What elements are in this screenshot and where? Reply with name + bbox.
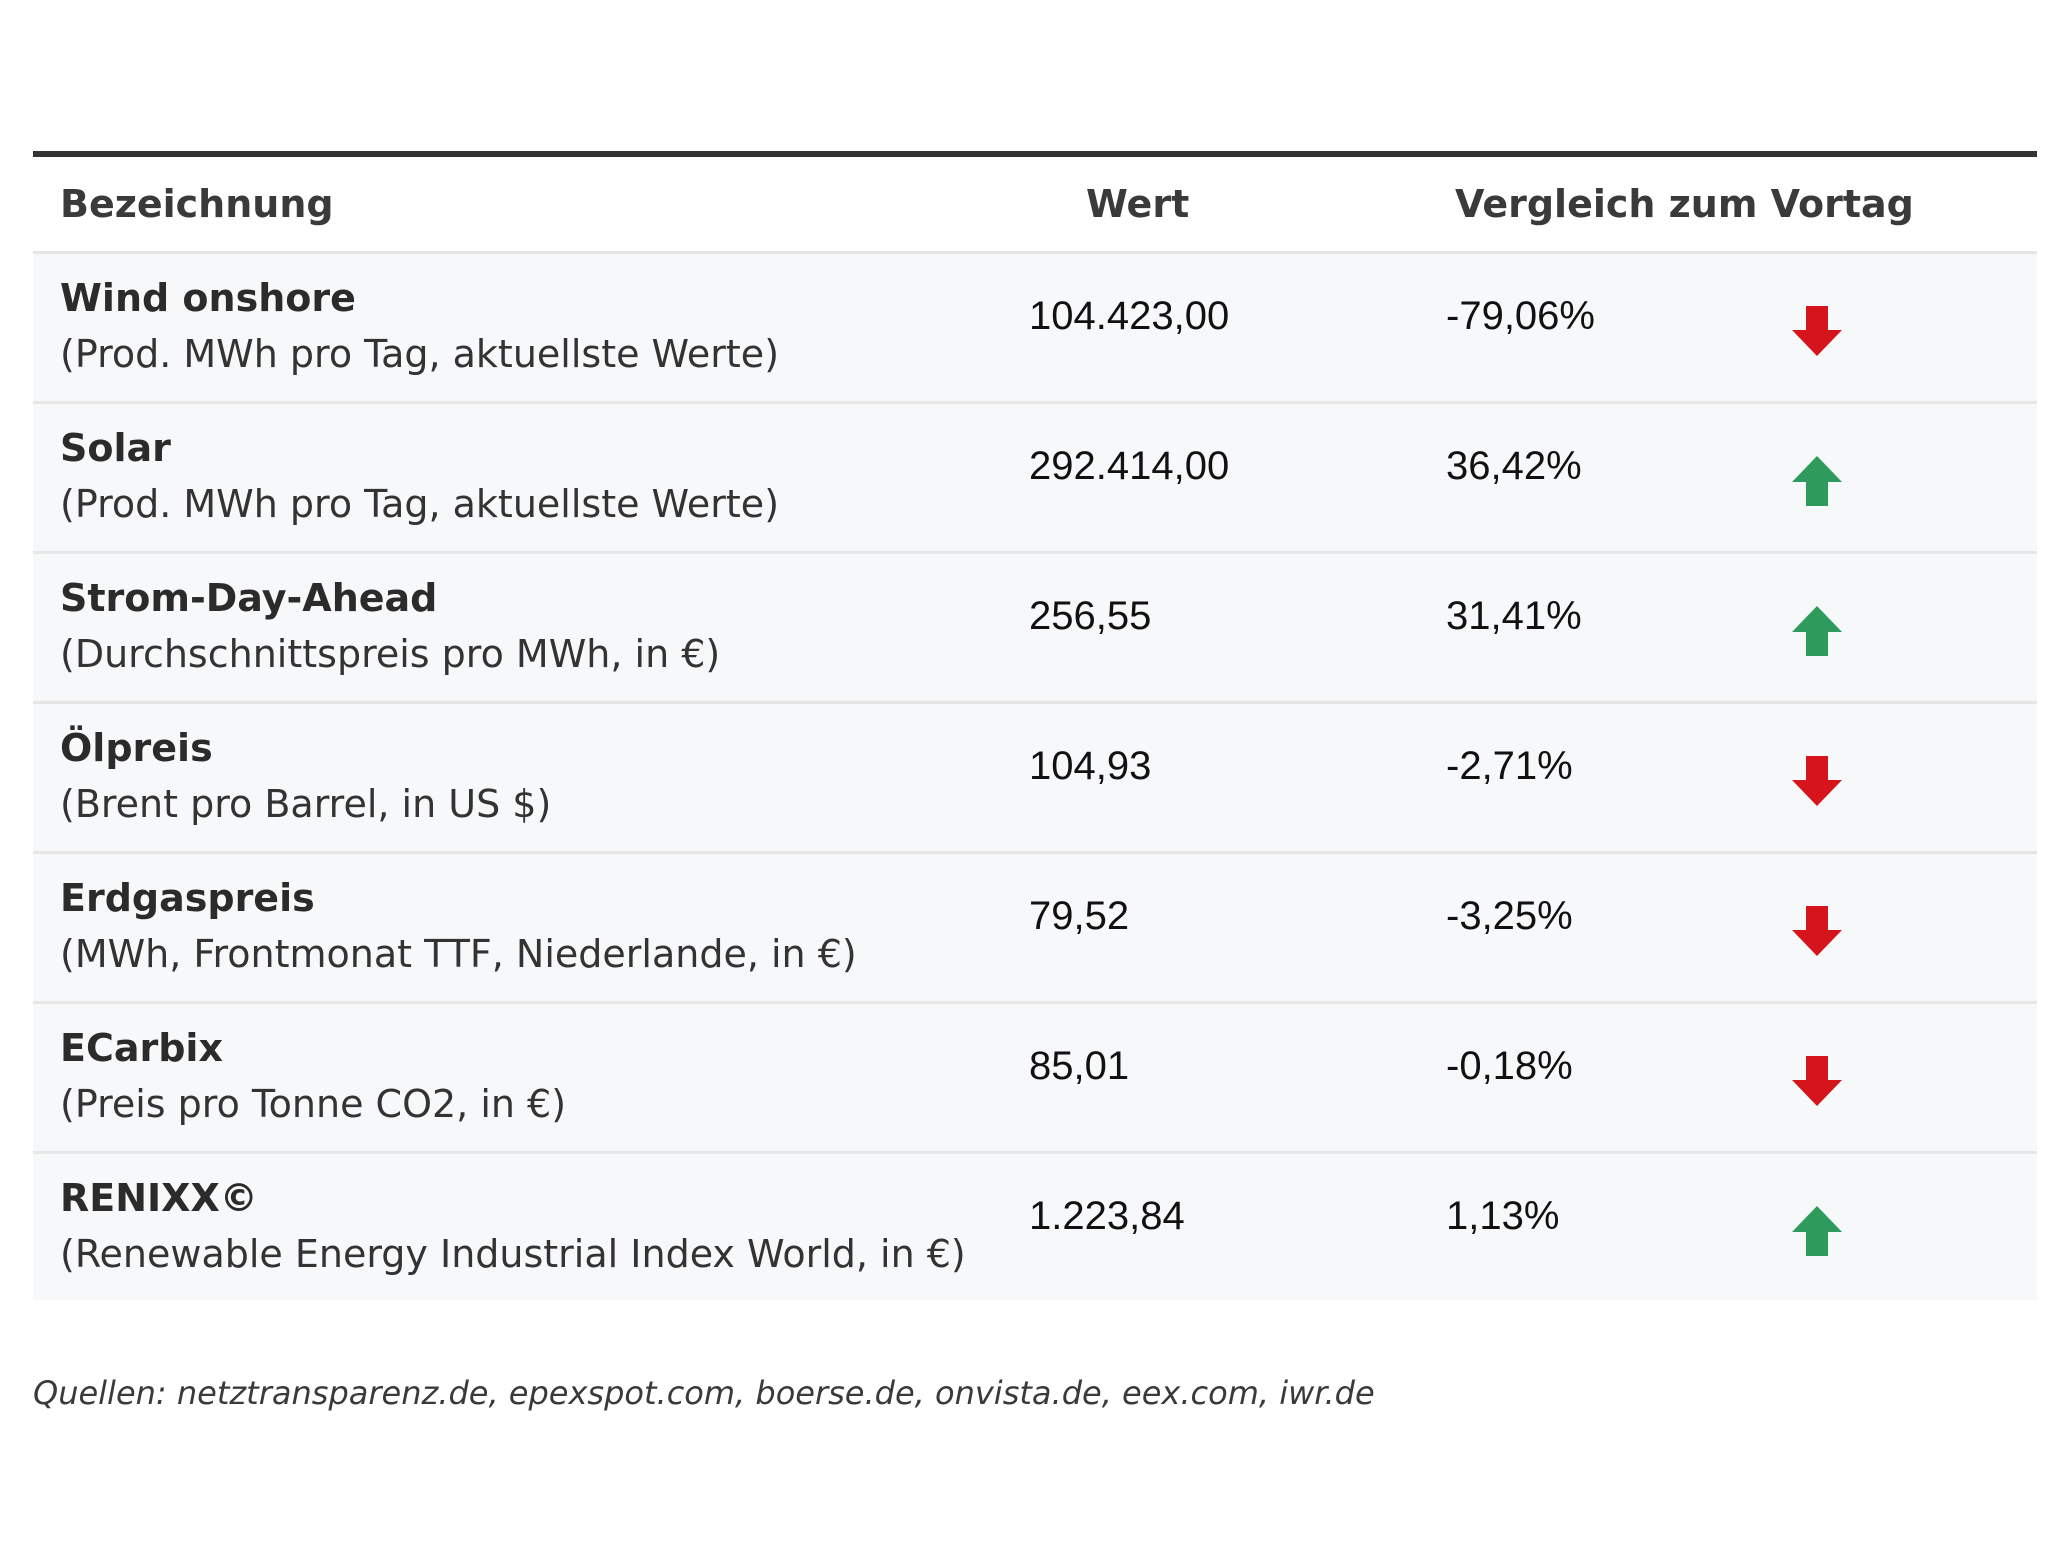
row-value: 1.223,84: [1029, 1194, 1185, 1238]
row-name: RENIXX©: [60, 1176, 258, 1220]
row-name: Erdgaspreis: [60, 876, 315, 920]
header-value: Wert: [1086, 182, 1190, 226]
row-change: -2,71%: [1446, 744, 1573, 788]
arrow-up-icon: [1792, 456, 1842, 506]
arrow-down-icon: [1792, 306, 1842, 356]
arrow-down-icon: [1792, 756, 1842, 806]
source-note: Quellen: netztransparenz.de, epexspot.co…: [33, 1374, 1375, 1412]
row-value: 104.423,00: [1029, 294, 1230, 338]
row-name: Wind onshore: [60, 276, 356, 320]
row-name: Strom-Day-Ahead: [60, 576, 438, 620]
row-change: 36,42%: [1446, 444, 1582, 488]
row-value: 104,93: [1029, 744, 1152, 788]
arrow-down-icon: [1792, 906, 1842, 956]
header-comparison: Vergleich zum Vortag: [1455, 182, 1914, 226]
table-row: ECarbix (Preis pro Tonne CO2, in €) 85,01 -…: [33, 1004, 2037, 1154]
row-value: 79,52: [1029, 894, 1130, 938]
row-change: 31,41%: [1446, 594, 1582, 638]
table-row: Ölpreis (Brent pro Barrel, in US $) 104,93…: [33, 704, 2037, 854]
table-row: Strom-Day-Ahead (Durchschnittspreis pro M…: [33, 554, 2037, 704]
energy-data-table: Bezeichnung Wert Vergleich zum Vortag Wi…: [33, 151, 2037, 1300]
row-value: 256,55: [1029, 594, 1152, 638]
row-description: (MWh, Frontmonat TTF, Niederlande, in €): [60, 932, 857, 976]
row-description: (Renewable Energy Industrial Index World…: [60, 1232, 966, 1276]
row-name: Solar: [60, 426, 171, 470]
row-description: (Preis pro Tonne CO2, in €): [60, 1082, 567, 1126]
row-change: -0,18%: [1446, 1044, 1573, 1088]
row-name: Ölpreis: [60, 726, 213, 770]
table-body: Wind onshore (Prod. MWh pro Tag, aktuells…: [33, 254, 2037, 1300]
row-change: -3,25%: [1446, 894, 1573, 938]
row-description: (Prod. MWh pro Tag, aktuellste Werte): [60, 482, 780, 526]
arrow-down-icon: [1792, 1056, 1842, 1106]
table-row: Wind onshore (Prod. MWh pro Tag, aktuells…: [33, 254, 2037, 404]
table-row: Solar (Prod. MWh pro Tag, aktuellste Wert…: [33, 404, 2037, 554]
row-description: (Durchschnittspreis pro MWh, in €): [60, 632, 721, 676]
row-value: 292.414,00: [1029, 444, 1230, 488]
row-name: ECarbix: [60, 1026, 223, 1070]
table-header: Bezeichnung Wert Vergleich zum Vortag: [33, 157, 2037, 254]
row-description: (Brent pro Barrel, in US $): [60, 782, 552, 826]
row-description: (Prod. MWh pro Tag, aktuellste Werte): [60, 332, 780, 376]
row-change: -79,06%: [1446, 294, 1595, 338]
arrow-up-icon: [1792, 1206, 1842, 1256]
header-name: Bezeichnung: [60, 182, 334, 226]
arrow-up-icon: [1792, 606, 1842, 656]
row-change: 1,13%: [1446, 1194, 1560, 1238]
row-value: 85,01: [1029, 1044, 1130, 1088]
table-row: RENIXX© (Renewable Energy Industrial Inde…: [33, 1154, 2037, 1300]
table-row: Erdgaspreis (MWh, Frontmonat TTF, Niederl…: [33, 854, 2037, 1004]
